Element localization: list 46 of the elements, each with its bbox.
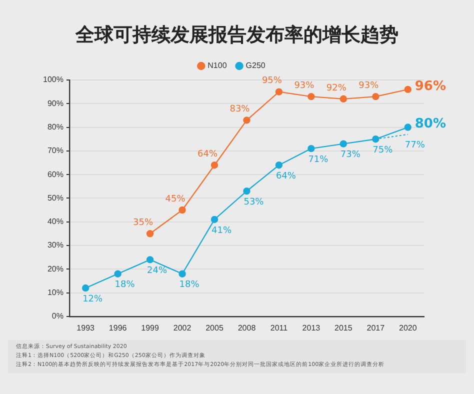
y-tick-label: 60%	[47, 170, 64, 179]
y-tick-label: 0%	[52, 312, 64, 321]
data-label: 96%	[414, 78, 446, 94]
x-tick-label: 2008	[238, 323, 256, 332]
data-label: 75%	[372, 145, 394, 156]
y-tick-label: 90%	[47, 98, 64, 108]
y-tick-label: 30%	[47, 240, 64, 250]
x-tick-label: 2013	[302, 323, 321, 332]
data-label: 64%	[276, 171, 296, 182]
data-label: 45%	[165, 194, 186, 204]
y-tick-label: 20%	[47, 264, 64, 274]
y-tick-label: 50%	[47, 193, 64, 202]
data-label: 77%	[404, 140, 426, 151]
y-tick-label: 70%	[47, 146, 64, 156]
data-label: 64%	[197, 149, 218, 160]
legend-label: G250	[246, 61, 266, 70]
x-tick-label: 2015	[334, 323, 353, 332]
data-label: 93%	[358, 80, 380, 91]
y-tick-label: 100%	[42, 75, 64, 84]
x-tick-label: 2002	[173, 323, 192, 332]
y-tick-label: 40%	[47, 217, 64, 226]
data-label: 71%	[308, 154, 329, 165]
legend-label: N100	[208, 61, 228, 70]
data-label: 12%	[82, 294, 104, 304]
x-tick-label: 2011	[270, 323, 288, 332]
data-label: 73%	[340, 150, 361, 160]
data-label: 92%	[326, 83, 347, 94]
data-label: 95%	[262, 76, 282, 86]
x-tick-label: 1999	[141, 323, 160, 332]
data-label: 53%	[244, 197, 264, 208]
data-label: 93%	[294, 80, 315, 91]
x-tick-label: 2017	[366, 323, 386, 332]
data-label: 24%	[147, 266, 168, 276]
data-label: 41%	[211, 226, 232, 236]
x-tick-label: 1993	[76, 323, 96, 332]
y-tick-label: 10%	[47, 288, 64, 297]
data-label: 80%	[414, 116, 446, 132]
x-tick-label: 1996	[108, 323, 128, 332]
chart-title: 全球可持续发展报告发布率的增长趋势	[74, 23, 400, 48]
data-label: 18%	[179, 280, 200, 290]
x-tick-label: 2020	[398, 323, 418, 332]
y-tick-label: 80%	[47, 122, 64, 132]
x-tick-label: 2005	[206, 323, 224, 332]
data-label: 35%	[133, 218, 154, 228]
data-label: 83%	[230, 104, 250, 115]
data-label: 18%	[114, 280, 136, 290]
